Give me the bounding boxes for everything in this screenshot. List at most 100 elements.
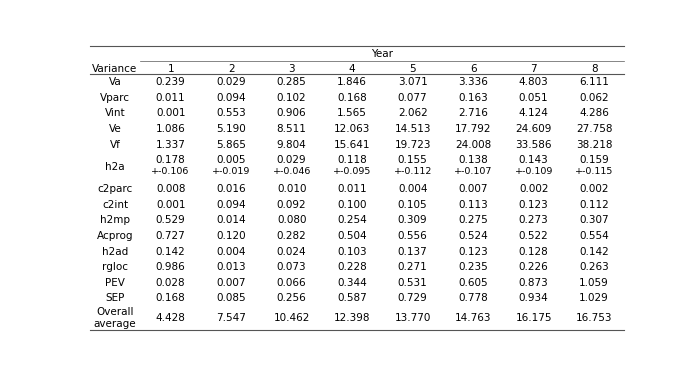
Text: 0.778: 0.778 [458, 294, 488, 304]
Text: 0.118: 0.118 [337, 155, 367, 165]
Text: 4: 4 [349, 64, 355, 74]
Text: c2int: c2int [102, 200, 128, 210]
Text: 0.094: 0.094 [216, 93, 246, 103]
Text: 14.513: 14.513 [394, 124, 431, 134]
Text: 0.001: 0.001 [156, 108, 186, 118]
Text: h2ad: h2ad [102, 247, 128, 257]
Text: Va: Va [108, 77, 122, 87]
Text: 1.337: 1.337 [156, 140, 186, 150]
Text: 0.011: 0.011 [337, 184, 367, 194]
Text: 8: 8 [591, 64, 598, 74]
Text: 0.028: 0.028 [156, 278, 186, 288]
Text: 0.001: 0.001 [156, 200, 186, 210]
Text: +-0.019: +-0.019 [212, 167, 250, 176]
Text: 0.062: 0.062 [580, 93, 609, 103]
Text: 0.524: 0.524 [458, 231, 488, 241]
Text: 15.641: 15.641 [334, 140, 370, 150]
Text: 0.529: 0.529 [156, 215, 186, 225]
Text: 16.753: 16.753 [576, 313, 612, 323]
Text: 4.428: 4.428 [156, 313, 186, 323]
Text: 0.105: 0.105 [398, 200, 427, 210]
Text: 0.085: 0.085 [216, 294, 246, 304]
Text: 0.143: 0.143 [518, 155, 548, 165]
Text: 0.504: 0.504 [337, 231, 367, 241]
Text: 0.986: 0.986 [156, 262, 186, 272]
Text: Acprog: Acprog [97, 231, 133, 241]
Text: 0.235: 0.235 [458, 262, 488, 272]
Text: 7.547: 7.547 [216, 313, 246, 323]
Text: 0.024: 0.024 [277, 247, 306, 257]
Text: 17.792: 17.792 [455, 124, 491, 134]
Text: +-0.107: +-0.107 [454, 167, 492, 176]
Text: 0.005: 0.005 [216, 155, 246, 165]
Text: 0.007: 0.007 [459, 184, 488, 194]
Text: 0.100: 0.100 [337, 200, 367, 210]
Text: 5: 5 [409, 64, 416, 74]
Text: 7: 7 [530, 64, 537, 74]
Text: 3: 3 [288, 64, 295, 74]
Text: +-0.106: +-0.106 [152, 167, 190, 176]
Text: c2parc: c2parc [97, 184, 133, 194]
Text: Ve: Ve [108, 124, 122, 134]
Text: 0.727: 0.727 [156, 231, 186, 241]
Text: 5.865: 5.865 [216, 140, 246, 150]
Text: 27.758: 27.758 [576, 124, 612, 134]
Text: +-0.095: +-0.095 [333, 167, 371, 176]
Text: 9.804: 9.804 [277, 140, 306, 150]
Text: 0.873: 0.873 [518, 278, 548, 288]
Text: 0.029: 0.029 [216, 77, 246, 87]
Text: 4.803: 4.803 [518, 77, 548, 87]
Text: 2: 2 [228, 64, 234, 74]
Text: +-0.046: +-0.046 [272, 167, 311, 176]
Text: 0.178: 0.178 [156, 155, 186, 165]
Text: 0.159: 0.159 [580, 155, 609, 165]
Text: 4.124: 4.124 [518, 108, 548, 118]
Text: PEV: PEV [105, 278, 125, 288]
Text: 0.605: 0.605 [458, 278, 488, 288]
Text: 1.565: 1.565 [337, 108, 367, 118]
Text: 0.120: 0.120 [216, 231, 246, 241]
Text: 0.004: 0.004 [398, 184, 427, 194]
Text: 24.008: 24.008 [455, 140, 491, 150]
Text: +-0.115: +-0.115 [575, 167, 614, 176]
Text: 0.002: 0.002 [519, 184, 548, 194]
Text: 0.554: 0.554 [580, 231, 609, 241]
Text: +-0.109: +-0.109 [514, 167, 553, 176]
Text: 0.254: 0.254 [337, 215, 367, 225]
Text: 2.716: 2.716 [458, 108, 488, 118]
Text: 0.142: 0.142 [580, 247, 609, 257]
Text: 13.770: 13.770 [395, 313, 431, 323]
Text: 0.007: 0.007 [216, 278, 246, 288]
Text: +-0.112: +-0.112 [393, 167, 432, 176]
Text: Year: Year [371, 49, 393, 59]
Text: 16.175: 16.175 [516, 313, 552, 323]
Text: 0.553: 0.553 [216, 108, 246, 118]
Text: 33.586: 33.586 [516, 140, 552, 150]
Text: 0.587: 0.587 [337, 294, 367, 304]
Text: 0.168: 0.168 [156, 294, 186, 304]
Text: 0.729: 0.729 [398, 294, 427, 304]
Text: 2.062: 2.062 [398, 108, 427, 118]
Text: 24.609: 24.609 [516, 124, 552, 134]
Text: 0.008: 0.008 [156, 184, 186, 194]
Text: 0.016: 0.016 [216, 184, 246, 194]
Text: Vint: Vint [105, 108, 125, 118]
Text: 0.138: 0.138 [458, 155, 488, 165]
Text: 1.059: 1.059 [580, 278, 609, 288]
Text: 0.285: 0.285 [277, 77, 306, 87]
Text: 0.094: 0.094 [216, 200, 246, 210]
Text: 0.309: 0.309 [398, 215, 427, 225]
Text: 12.063: 12.063 [334, 124, 370, 134]
Text: rgloc: rgloc [102, 262, 128, 272]
Text: 1: 1 [167, 64, 174, 74]
Text: 0.531: 0.531 [398, 278, 427, 288]
Text: 8.511: 8.511 [277, 124, 306, 134]
Text: 1.846: 1.846 [337, 77, 367, 87]
Text: 0.077: 0.077 [398, 93, 427, 103]
Text: 0.011: 0.011 [156, 93, 186, 103]
Text: 0.226: 0.226 [518, 262, 548, 272]
Text: 0.275: 0.275 [458, 215, 488, 225]
Text: 12.398: 12.398 [334, 313, 370, 323]
Text: 14.763: 14.763 [455, 313, 491, 323]
Text: 0.002: 0.002 [580, 184, 609, 194]
